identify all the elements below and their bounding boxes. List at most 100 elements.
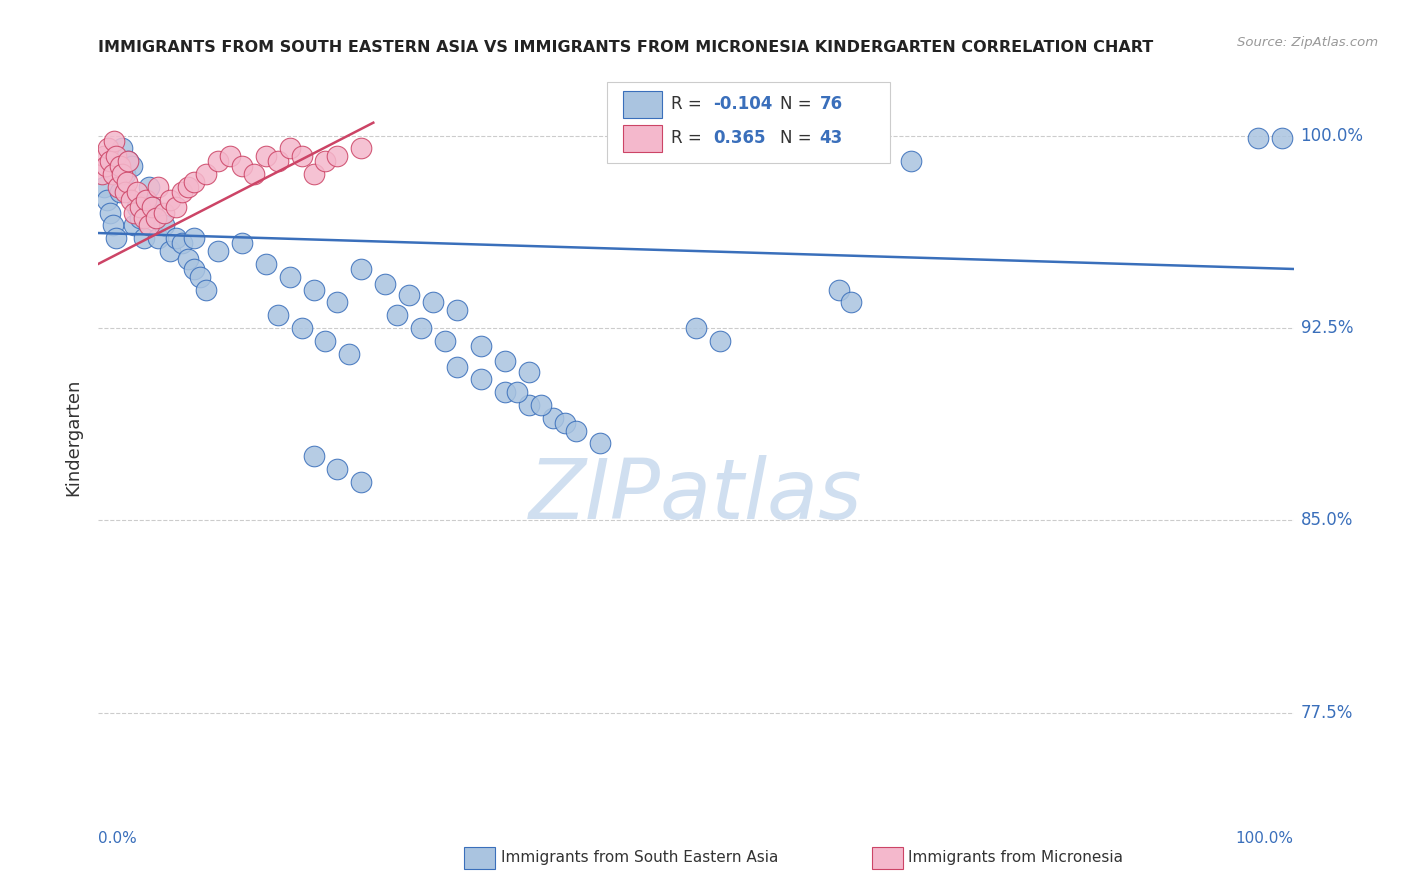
Point	[101, 167, 124, 181]
Point	[315, 154, 337, 169]
Point	[267, 154, 290, 169]
Text: 0.365: 0.365	[713, 129, 765, 147]
Point	[98, 154, 122, 169]
Text: 43: 43	[820, 129, 844, 147]
Point	[446, 303, 468, 318]
Point	[326, 462, 349, 476]
Point	[117, 154, 139, 169]
Point	[108, 185, 131, 199]
Point	[135, 193, 157, 207]
Point	[589, 436, 612, 450]
Point	[124, 219, 146, 233]
Point	[145, 211, 167, 225]
Point	[135, 193, 157, 207]
Point	[101, 219, 124, 233]
Point	[302, 167, 325, 181]
Point	[517, 398, 540, 412]
Point	[98, 205, 122, 219]
Point	[114, 167, 136, 181]
Point	[315, 334, 337, 348]
Point	[422, 295, 444, 310]
Point	[183, 262, 205, 277]
Point	[290, 321, 312, 335]
Point	[148, 179, 170, 194]
Point	[125, 185, 148, 199]
Point	[494, 354, 516, 368]
Point	[709, 334, 731, 348]
Text: Source: ZipAtlas.com: Source: ZipAtlas.com	[1237, 36, 1378, 49]
Point	[278, 141, 301, 155]
Point	[165, 200, 187, 214]
Point	[159, 244, 181, 258]
Text: IMMIGRANTS FROM SOUTH EASTERN ASIA VS IMMIGRANTS FROM MICRONESIA KINDERGARTEN CO: IMMIGRANTS FROM SOUTH EASTERN ASIA VS IM…	[98, 40, 1154, 55]
Point	[94, 159, 117, 173]
Point	[350, 262, 373, 277]
Point	[96, 193, 118, 207]
Point	[231, 236, 253, 251]
Point	[165, 231, 187, 245]
Point	[411, 321, 433, 335]
Text: 100.0%: 100.0%	[1301, 127, 1364, 145]
Point	[337, 346, 360, 360]
Point	[900, 154, 922, 169]
Point	[124, 205, 146, 219]
Point	[839, 295, 862, 310]
Text: ZIPatlas: ZIPatlas	[529, 455, 863, 536]
Point	[97, 141, 120, 155]
Point	[494, 385, 516, 400]
Point	[153, 205, 176, 219]
Point	[148, 231, 170, 245]
Point	[554, 416, 576, 430]
Point	[1271, 131, 1294, 145]
Point	[172, 185, 194, 199]
Point	[138, 179, 160, 194]
Point	[470, 372, 492, 386]
Point	[114, 185, 136, 199]
Point	[129, 211, 152, 225]
Point	[685, 321, 707, 335]
Point	[105, 149, 128, 163]
Point	[433, 334, 456, 348]
Point	[207, 244, 229, 258]
Text: N =: N =	[780, 129, 817, 147]
Point	[506, 385, 529, 400]
Point	[350, 141, 373, 155]
Point	[194, 167, 217, 181]
Point	[125, 200, 148, 214]
Text: 0.0%: 0.0%	[98, 831, 138, 846]
Point	[91, 167, 114, 181]
Point	[254, 257, 277, 271]
Point	[141, 200, 163, 214]
Point	[103, 134, 125, 148]
Point	[138, 219, 160, 233]
Point	[111, 141, 134, 155]
Point	[828, 283, 851, 297]
Point	[529, 398, 551, 412]
Point	[120, 193, 142, 207]
Point	[107, 179, 129, 194]
Point	[207, 154, 229, 169]
Point	[111, 167, 134, 181]
Point	[385, 308, 409, 322]
Point	[254, 149, 277, 163]
Point	[302, 450, 325, 464]
Point	[129, 200, 152, 214]
Point	[121, 159, 143, 173]
Point	[117, 154, 139, 169]
Point	[243, 167, 266, 181]
Point	[93, 179, 115, 194]
Point	[290, 149, 312, 163]
Point	[159, 193, 181, 207]
Point	[194, 283, 217, 297]
Point	[278, 269, 301, 284]
Point	[267, 308, 290, 322]
Text: 77.5%: 77.5%	[1301, 704, 1353, 722]
Point	[132, 231, 155, 245]
Text: 85.0%: 85.0%	[1301, 511, 1353, 530]
Point	[302, 283, 325, 297]
Point	[231, 159, 253, 173]
Text: 92.5%: 92.5%	[1301, 319, 1353, 337]
Point	[105, 231, 128, 245]
Point	[446, 359, 468, 374]
Point	[153, 219, 176, 233]
